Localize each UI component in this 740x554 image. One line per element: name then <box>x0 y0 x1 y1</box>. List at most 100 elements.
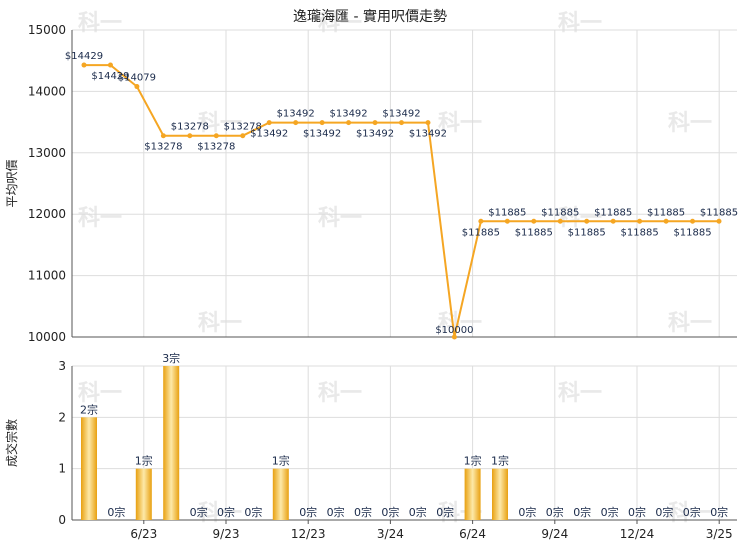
watermark-text: 科一 <box>438 111 482 136</box>
price-point <box>716 218 722 224</box>
volume-bar <box>81 417 97 520</box>
volume-data-label: 0宗 <box>409 505 427 519</box>
watermark-text: 科一 <box>78 11 122 36</box>
volume-data-label: 1宗 <box>491 454 509 468</box>
volume-data-label: 0宗 <box>628 505 646 519</box>
volume-bar <box>464 468 481 520</box>
price-point <box>266 120 272 126</box>
x-tick-label: 12/24 <box>620 527 655 541</box>
x-tick-label: 9/23 <box>213 527 240 541</box>
watermark-text: 科一 <box>318 381 362 406</box>
price-data-label: $13278 <box>224 122 262 133</box>
price-data-label: $11885 <box>488 207 526 218</box>
volume-data-label: 0宗 <box>546 505 564 519</box>
top-y-tick-label: 15000 <box>28 23 66 37</box>
watermark-text: 科一 <box>558 381 602 406</box>
volume-data-label: 0宗 <box>190 505 208 519</box>
bottom-y-tick-label: 0 <box>58 513 66 527</box>
price-data-label: $13492 <box>250 129 288 140</box>
x-tick-label: 6/24 <box>459 527 486 541</box>
top-y-tick-label: 11000 <box>28 269 66 283</box>
volume-data-label: 0宗 <box>710 505 728 519</box>
watermark-text: 科一 <box>558 206 602 231</box>
price-data-label: $11885 <box>568 227 606 238</box>
volume-data-label: 0宗 <box>518 505 536 519</box>
price-point <box>637 218 643 224</box>
price-point <box>134 84 140 90</box>
top-y-tick-label: 10000 <box>28 330 66 344</box>
volume-data-label: 0宗 <box>683 505 701 519</box>
x-tick-label: 6/23 <box>130 527 157 541</box>
top-y-tick-label: 14000 <box>28 84 66 98</box>
x-tick-label: 3/24 <box>377 527 404 541</box>
price-data-label: $13492 <box>277 109 315 120</box>
watermark-text: 科一 <box>318 206 362 231</box>
price-point <box>690 218 696 224</box>
price-data-label: $11885 <box>647 207 685 218</box>
volume-data-label: 0宗 <box>354 505 372 519</box>
price-data-label: $11885 <box>621 227 659 238</box>
volume-bar <box>135 468 152 520</box>
price-data-label: $11885 <box>541 207 579 218</box>
volume-data-label: 1宗 <box>135 454 153 468</box>
volume-data-label: 0宗 <box>381 505 399 519</box>
watermark-text: 科一 <box>78 381 122 406</box>
bottom-y-tick-label: 3 <box>58 359 66 373</box>
volume-data-label: 1宗 <box>464 454 482 468</box>
price-point <box>293 120 299 126</box>
price-point <box>319 120 325 126</box>
volume-data-label: 0宗 <box>299 505 317 519</box>
price-point <box>107 62 113 68</box>
price-data-label: $10000 <box>435 325 473 336</box>
price-point <box>160 133 166 139</box>
volume-bar <box>272 468 289 520</box>
price-series-line <box>84 64 719 338</box>
watermark-text: 科一 <box>198 111 242 136</box>
bottom-y-tick-label: 2 <box>58 410 66 424</box>
watermark-text: 科一 <box>318 11 362 36</box>
price-data-label: $13278 <box>171 122 209 133</box>
price-point <box>584 218 590 224</box>
price-data-label: $14429 <box>91 71 129 82</box>
price-point <box>663 218 669 224</box>
x-tick-label: 12/23 <box>291 527 326 541</box>
volume-bar <box>163 366 180 520</box>
price-data-label: $13492 <box>356 129 394 140</box>
price-data-label: $13278 <box>144 142 182 153</box>
price-data-label: $11885 <box>673 227 711 238</box>
volume-data-label: 0宗 <box>601 505 619 519</box>
price-data-label: $13492 <box>382 109 420 120</box>
price-data-label: $13492 <box>409 129 447 140</box>
price-point <box>213 133 219 139</box>
price-point <box>531 218 537 224</box>
price-point <box>557 218 563 224</box>
watermark-text: 科一 <box>558 11 602 36</box>
volume-data-label: 3宗 <box>162 351 180 365</box>
volume-data-label: 1宗 <box>272 454 290 468</box>
price-point <box>81 62 87 68</box>
price-point <box>399 120 404 126</box>
x-tick-label: 3/25 <box>706 527 733 541</box>
volume-data-label: 0宗 <box>327 505 345 519</box>
price-data-label: $13492 <box>329 109 367 120</box>
volume-data-label: 0宗 <box>244 505 262 519</box>
price-data-label: $11885 <box>594 207 632 218</box>
price-data-label: $11885 <box>700 207 738 218</box>
price-point <box>504 218 510 224</box>
price-data-label: $13278 <box>197 142 235 153</box>
price-data-label: $13492 <box>303 129 341 140</box>
price-point <box>610 218 616 224</box>
watermark-text: 科一 <box>668 501 712 526</box>
price-point <box>187 133 193 139</box>
volume-data-label: 0宗 <box>107 505 125 519</box>
x-tick-label: 9/24 <box>541 527 568 541</box>
bottom-y-axis-label: 成交宗數 <box>4 419 19 467</box>
price-point <box>240 133 246 139</box>
price-point <box>372 120 378 126</box>
price-point <box>346 120 352 126</box>
watermark-text: 科一 <box>78 206 122 231</box>
watermark-text: 科一 <box>668 311 712 336</box>
